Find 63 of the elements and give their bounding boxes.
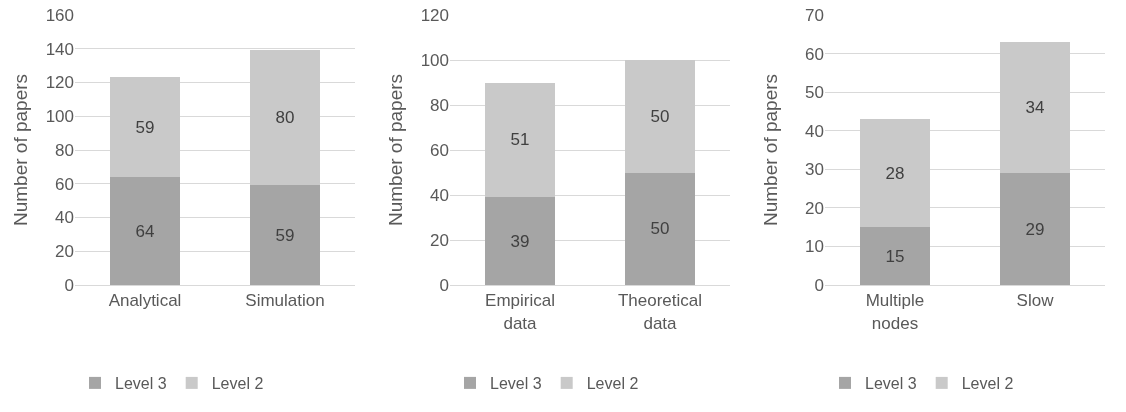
data-label: 39	[510, 231, 530, 251]
y-tick-label: 140	[45, 39, 74, 59]
legend-label: Level 2	[211, 375, 264, 393]
y-tick-label: 40	[430, 185, 449, 205]
data-label: 59	[275, 225, 295, 245]
data-label: 34	[1025, 98, 1045, 118]
legend-label: Level 3	[490, 375, 542, 393]
bar	[110, 77, 180, 177]
x-tick-label: Theoretical data	[617, 291, 703, 333]
data-label: 80	[275, 108, 295, 128]
y-tick-label: 20	[430, 230, 449, 250]
y-tick-label: 0	[439, 275, 449, 295]
y-tick-label: 40	[55, 208, 74, 228]
y-tick-label: 0	[64, 275, 74, 295]
bar	[485, 197, 555, 285]
data-label: 59	[135, 117, 155, 137]
x-tick-label: Simulation	[245, 291, 325, 311]
data-label: 28	[885, 163, 905, 183]
y-tick-label: 0	[814, 275, 824, 295]
bar	[250, 185, 320, 285]
y-tick-label: 60	[55, 174, 74, 194]
y-tick-label: 80	[430, 95, 449, 115]
y-tick-label: 60	[805, 44, 824, 64]
y-tick-label: 70	[805, 5, 824, 25]
y-tick-label: 160	[45, 5, 74, 25]
bar	[860, 227, 930, 285]
data-label: 50	[650, 106, 670, 126]
legend-label: Level 2	[961, 375, 1014, 393]
y-axis-title: Number of papers	[385, 73, 406, 227]
bar	[110, 177, 180, 285]
x-tick-label: Multiple nodes	[865, 291, 925, 333]
x-tick-label: Empirical data	[485, 291, 555, 333]
y-tick-label: 120	[420, 5, 449, 25]
x-tick-label: Slow	[1016, 291, 1055, 311]
x-tick-label: Analytical	[108, 291, 182, 311]
data-label: 50	[650, 219, 670, 239]
y-tick-label: 50	[805, 83, 824, 103]
bar	[1000, 173, 1070, 285]
bar	[860, 119, 930, 228]
data-label: 15	[885, 246, 905, 266]
bar	[485, 82, 555, 198]
legend-label: Level 3	[865, 375, 917, 393]
y-tick-label: 60	[430, 140, 449, 160]
bar	[625, 60, 695, 173]
y-tick-label: 100	[420, 50, 449, 70]
y-tick-label: 120	[45, 73, 74, 93]
y-tick-label: 10	[805, 237, 824, 257]
legend-label: Level 2	[586, 375, 639, 393]
y-tick-label: 80	[55, 140, 74, 160]
data-label: 51	[510, 130, 530, 150]
y-tick-label: 100	[45, 107, 74, 127]
bar	[250, 50, 320, 186]
y-tick-label: 20	[805, 198, 824, 218]
y-tick-label: 30	[805, 160, 824, 180]
data-label: 64	[135, 221, 155, 241]
y-axis-title: Number of papers	[10, 73, 31, 227]
bar	[625, 172, 695, 285]
y-axis-title: Number of papers	[760, 73, 781, 227]
legend-label: Level 3	[115, 375, 167, 393]
data-label: 29	[1025, 219, 1045, 239]
bar	[1000, 42, 1070, 174]
y-tick-label: 40	[805, 121, 824, 141]
y-tick-label: 20	[55, 242, 74, 262]
